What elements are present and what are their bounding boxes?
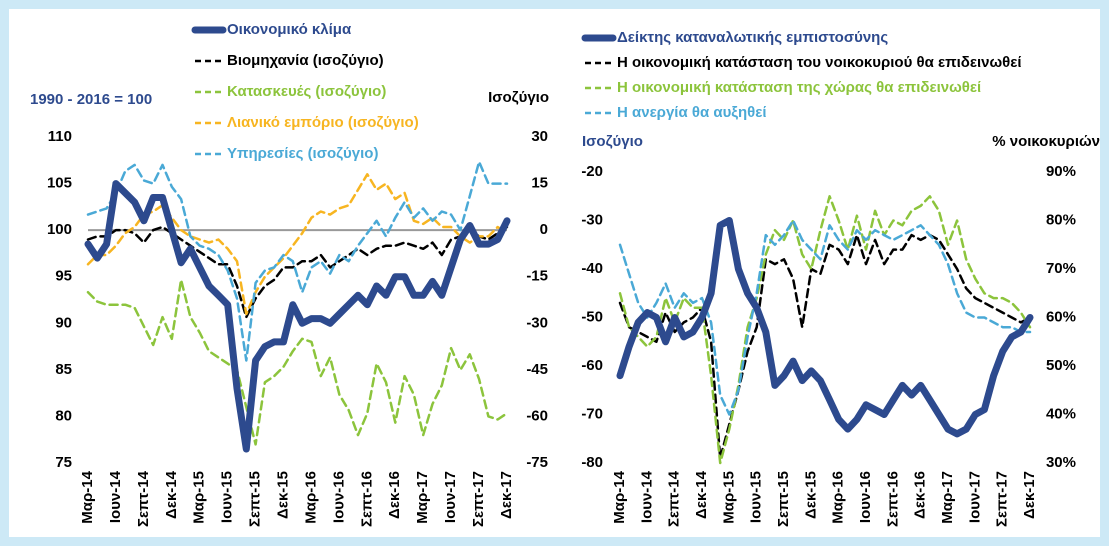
legend-label: Λιανικό εμπόριο (ισοζύγιο) <box>227 114 419 131</box>
x-tick-label: Μαρ-16 <box>830 471 847 524</box>
x-tick-label: Μαρ-17 <box>414 471 431 524</box>
y-tick-label: 110 <box>48 128 72 145</box>
x-tick-label: Δεκ-15 <box>275 471 292 519</box>
legend-label: Η οικονομική κατάσταση του νοικοκυριού θ… <box>617 54 1022 71</box>
y2-tick-label: 15 <box>531 175 548 192</box>
y-tick-label: -30 <box>581 211 603 228</box>
y2-tick-label: -30 <box>526 314 548 331</box>
x-tick-label: Ιουν-16 <box>857 471 874 523</box>
x-tick-label: Δεκ-17 <box>498 471 515 519</box>
x-tick-label: Μαρ-15 <box>720 471 737 524</box>
y2-tick-label: -60 <box>526 407 548 424</box>
y2-axis-label: Ισοζύγιο <box>488 89 549 106</box>
y-tick-label: -20 <box>581 163 603 180</box>
y-axis-label: Ισοζύγιο <box>582 133 643 150</box>
x-tick-label: Σεπτ-16 <box>884 471 901 527</box>
y2-tick-label: 60% <box>1046 308 1076 325</box>
legend-label: Η οικονομική κατάσταση της χώρας θα επιδ… <box>617 79 981 96</box>
y2-tick-label: 40% <box>1046 405 1076 422</box>
y2-tick-label: 0 <box>540 221 548 238</box>
x-tick-label: Σεπτ-17 <box>470 471 487 527</box>
legend-label: Η ανεργία θα αυξηθεί <box>617 104 767 121</box>
y-tick-label: -80 <box>581 454 603 471</box>
series-line <box>86 160 509 362</box>
y-tick-label: 100 <box>47 221 72 238</box>
x-tick-label: Δεκ-14 <box>693 470 710 519</box>
legend-label: Κατασκευές (ισοζύγιο) <box>227 83 386 100</box>
x-tick-label: Δεκ-16 <box>912 471 929 519</box>
legend-label: Βιομηχανία (ισοζύγιο) <box>227 52 384 69</box>
y2-tick-label: 30 <box>531 128 548 145</box>
x-tick-label: Ιουν-14 <box>638 470 655 523</box>
x-tick-label: Δεκ-14 <box>163 470 180 519</box>
x-tick-label: Σεπτ-15 <box>775 471 792 527</box>
x-tick-label: Μαρ-14 <box>79 470 96 523</box>
y-tick-label: 75 <box>55 454 72 471</box>
y-tick-label: 85 <box>55 361 72 378</box>
series-line <box>86 173 509 316</box>
series-line <box>618 195 1032 465</box>
x-tick-label: Ιουν-16 <box>330 471 347 523</box>
y2-tick-label: 80% <box>1046 211 1076 228</box>
x-tick-label: Ιουν-15 <box>219 471 236 523</box>
x-tick-label: Δεκ-15 <box>802 471 819 519</box>
y2-tick-label: 90% <box>1046 163 1076 180</box>
y2-tick-label: 50% <box>1046 357 1076 374</box>
y2-tick-label: -45 <box>526 361 548 378</box>
x-tick-label: Δεκ-17 <box>1021 471 1038 519</box>
y-tick-label: -70 <box>581 405 603 422</box>
x-tick-label: Ιουν-17 <box>966 471 983 523</box>
x-tick-label: Ιουν-17 <box>442 471 459 523</box>
y2-tick-label: -15 <box>526 268 548 285</box>
x-tick-label: Σεπτ-14 <box>135 470 152 527</box>
x-tick-label: Δεκ-16 <box>386 471 403 519</box>
y-tick-label: -60 <box>581 357 603 374</box>
series-line <box>618 233 1032 460</box>
series-line <box>618 219 1032 416</box>
x-tick-label: Σεπτ-14 <box>666 470 683 527</box>
x-tick-label: Σεπτ-17 <box>994 471 1011 527</box>
series-line <box>616 217 1034 438</box>
y-tick-label: -50 <box>581 308 603 325</box>
panel <box>9 9 1100 537</box>
legend-label: Δείκτης καταναλωτικής εμπιστοσύνης <box>617 29 888 46</box>
legend-label: Υπηρεσίες (ισοζύγιο) <box>227 145 378 162</box>
y2-tick-label: 70% <box>1046 260 1076 277</box>
series-line <box>86 225 509 319</box>
x-tick-label: Σεπτ-15 <box>247 471 264 527</box>
y-tick-label: -40 <box>581 260 603 277</box>
legend-label: Οικονομικό κλίμα <box>227 21 352 38</box>
y-axis-label: 1990 - 2016 = 100 <box>30 91 152 108</box>
y-tick-label: 90 <box>55 314 72 331</box>
x-tick-label: Μαρ-16 <box>302 471 319 524</box>
x-tick-label: Ιουν-14 <box>107 470 124 523</box>
series-line <box>86 278 509 446</box>
y-tick-label: 80 <box>55 407 72 424</box>
y2-axis-label: % νοικοκυριών <box>992 133 1100 150</box>
y2-tick-label: 30% <box>1046 454 1076 471</box>
x-tick-label: Μαρ-15 <box>191 471 208 524</box>
y-tick-label: 105 <box>47 175 72 192</box>
x-tick-label: Μαρ-17 <box>939 471 956 524</box>
x-tick-label: Σεπτ-16 <box>358 471 375 527</box>
series-line <box>84 180 511 453</box>
y-tick-label: 95 <box>55 268 72 285</box>
x-tick-label: Ιουν-15 <box>748 471 765 523</box>
y2-tick-label: -75 <box>526 454 548 471</box>
x-tick-label: Μαρ-14 <box>611 470 628 523</box>
